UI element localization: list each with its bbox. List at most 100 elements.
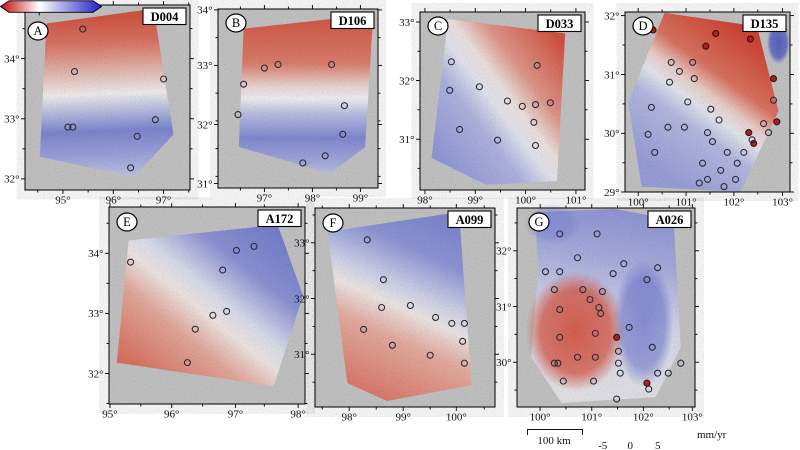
x-tick-label: 100° (628, 197, 649, 209)
station-marker (707, 105, 715, 113)
station-marker (209, 311, 217, 319)
panel-letter: B (232, 16, 240, 30)
station-marker (556, 268, 564, 276)
panel-E: 95° 96° 97° 98° 34° 33° 32° E A172 (88, 203, 309, 421)
station-marker (613, 333, 621, 341)
y-tick-label: 31° (604, 69, 619, 81)
station-marker (554, 359, 562, 367)
station-marker (127, 164, 135, 172)
station-marker (448, 319, 456, 327)
panel-letter: D (638, 19, 647, 33)
station-marker (664, 123, 672, 131)
station-marker (695, 179, 703, 187)
station-marker (573, 254, 582, 262)
x-tick-label: 98° (341, 412, 356, 424)
station-marker (625, 323, 633, 331)
station-marker (232, 246, 240, 254)
station-marker (644, 130, 652, 138)
y-tick-label: 33° (4, 114, 19, 126)
station-marker (321, 152, 329, 160)
y-tick-label: 34° (88, 248, 103, 260)
station-marker (745, 129, 753, 137)
station-marker (647, 103, 655, 111)
terrain-texture (420, 12, 585, 190)
station-marker (388, 341, 396, 349)
station-marker (643, 379, 651, 387)
x-tick-label: 98° (305, 193, 320, 205)
track-id: D033 (546, 17, 574, 31)
x-tick-label: 99° (395, 412, 410, 424)
panel-letter-badge (27, 21, 49, 41)
station-marker (748, 136, 756, 144)
station-marker (589, 377, 598, 385)
station-marker (127, 258, 135, 266)
station-marker (446, 86, 454, 94)
terrain-texture (517, 208, 695, 407)
panel-G: 100° 101° 102° 103° 32° 31° 30° G A026 (496, 204, 703, 424)
station-marker (731, 175, 740, 183)
track-id: D106 (339, 14, 367, 28)
x-tick-label: 99° (353, 193, 368, 205)
station-marker (720, 183, 728, 191)
terrain-texture (218, 9, 378, 188)
x-tick-label: 97° (156, 195, 171, 207)
station-marker (665, 78, 674, 86)
station-marker (760, 120, 768, 128)
station-marker (546, 99, 554, 107)
y-tick-label: 31° (294, 349, 309, 361)
station-marker (70, 68, 79, 76)
station-marker (613, 395, 621, 403)
panel-frame (419, 11, 586, 191)
panel-F: 98° 99° 100° 33° 32° 31° F A099 (294, 204, 499, 424)
station-marker (712, 30, 720, 38)
station-marker (740, 148, 748, 156)
station-marker (715, 116, 723, 124)
track-id-box (647, 210, 692, 229)
panel-letter: E (123, 215, 131, 229)
y-tick-label: 29° (604, 187, 619, 199)
station-marker (406, 301, 414, 310)
station-marker (667, 58, 675, 66)
colorbar (0, 0, 102, 16)
station-marker (460, 359, 468, 367)
station-marker (586, 295, 594, 304)
y-tick-label: 34° (197, 5, 212, 17)
station-marker (69, 123, 77, 131)
station-marker (219, 266, 227, 274)
colorbar-tick-label-pos5: 5 (655, 440, 661, 450)
station-marker (191, 325, 199, 333)
track-id: A099 (456, 213, 484, 227)
station-marker (750, 139, 758, 147)
x-tick-label: 102° (633, 412, 654, 424)
panel-frame (217, 8, 379, 189)
station-marker (616, 369, 624, 377)
station-marker (541, 268, 550, 276)
x-tick-label: 100° (515, 195, 536, 207)
y-tick-label: 32° (88, 368, 103, 380)
station-marker (689, 58, 697, 66)
track-id: D135 (751, 17, 779, 31)
station-marker (459, 337, 467, 345)
station-marker (475, 83, 483, 91)
station-marker (769, 75, 778, 83)
y-tick-label: 32° (294, 293, 309, 305)
y-tick-label: 32° (604, 10, 619, 22)
station-marker (764, 129, 773, 137)
station-marker (614, 359, 623, 367)
station-marker (690, 75, 698, 83)
x-tick-label: 101° (676, 197, 697, 209)
panel-frame (24, 4, 191, 191)
station-marker (378, 303, 386, 312)
x-tick-label: 101° (581, 412, 602, 424)
track-id: A172 (266, 212, 294, 226)
panel-frame (314, 207, 496, 408)
station-marker (64, 123, 72, 131)
panel-C: 98° 99° 100° 101° 33° 32° 31° C D033 (399, 8, 589, 207)
y-tick-label: 30° (496, 357, 511, 369)
x-tick-label: 97° (228, 409, 243, 421)
terrain-texture (25, 5, 190, 190)
track-id-box (537, 14, 582, 33)
scale-bar-label: 100 km (537, 435, 571, 447)
track-id-box (742, 14, 787, 33)
